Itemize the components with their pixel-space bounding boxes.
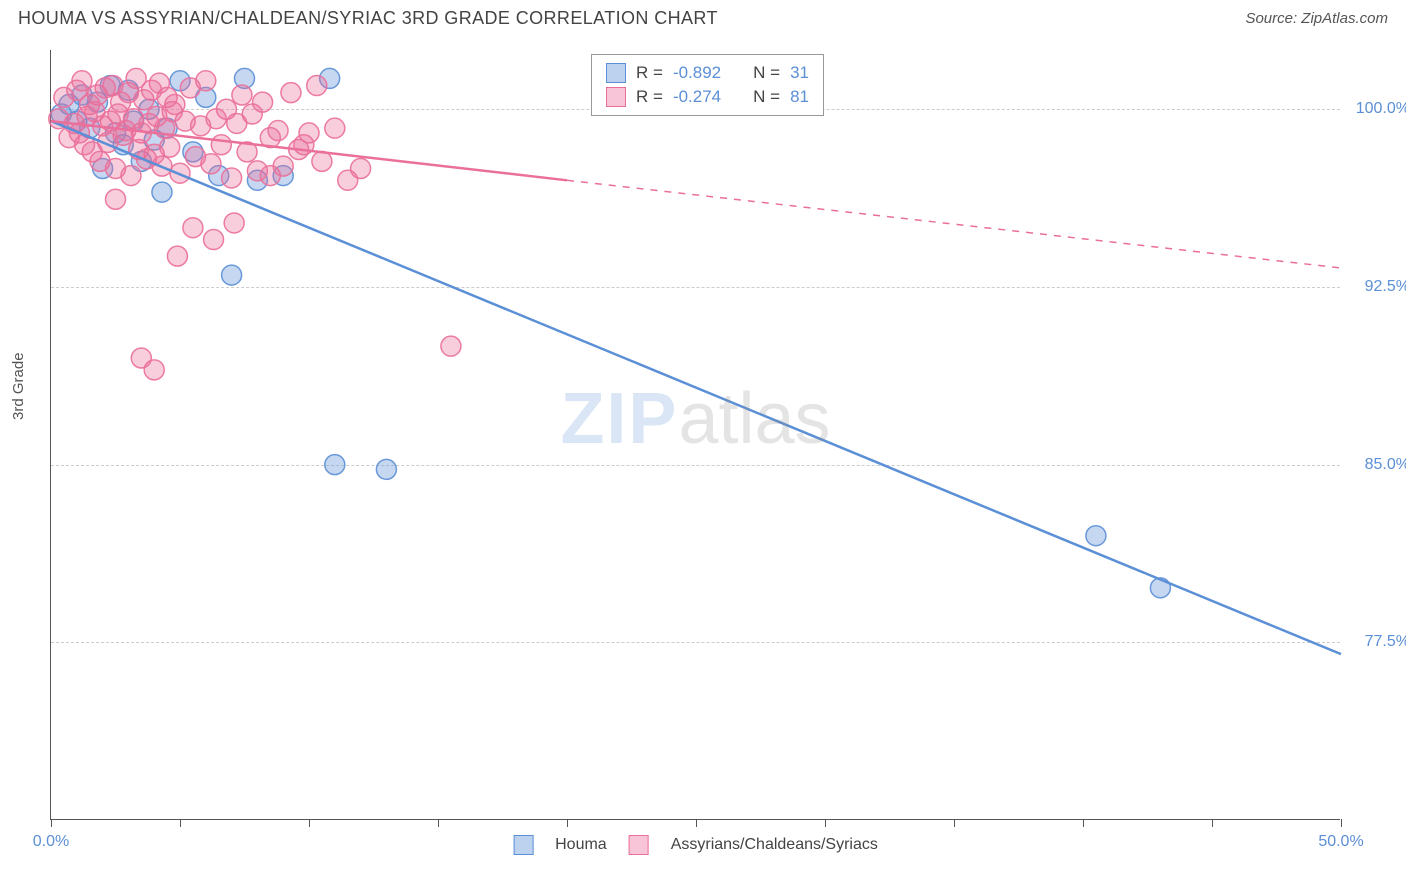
x-tick bbox=[1341, 819, 1342, 827]
x-tick bbox=[567, 819, 568, 827]
r-label: R = bbox=[636, 63, 663, 83]
bottom-legend: Houma Assyrians/Chaldeans/Syriacs bbox=[513, 835, 878, 855]
chart-title: HOUMA VS ASSYRIAN/CHALDEAN/SYRIAC 3RD GR… bbox=[18, 8, 718, 29]
stats-row-houma: R = -0.892 N = 31 bbox=[606, 61, 809, 85]
x-tick bbox=[954, 819, 955, 827]
legend-swatch-houma bbox=[513, 835, 533, 855]
x-tick bbox=[309, 819, 310, 827]
y-tick-label: 77.5% bbox=[1345, 633, 1406, 651]
legend-label-houma: Houma bbox=[555, 836, 607, 854]
y-tick-label: 92.5% bbox=[1345, 278, 1406, 296]
n-label: N = bbox=[753, 87, 780, 107]
r-value-houma: -0.892 bbox=[673, 63, 721, 83]
source-label: Source: ZipAtlas.com bbox=[1245, 10, 1388, 27]
stats-row-acs: R = -0.274 N = 81 bbox=[606, 85, 809, 109]
x-tick bbox=[696, 819, 697, 827]
x-tick bbox=[825, 819, 826, 827]
r-value-acs: -0.274 bbox=[673, 87, 721, 107]
x-tick bbox=[180, 819, 181, 827]
plot-svg bbox=[51, 50, 1340, 819]
legend-label-acs: Assyrians/Chaldeans/Syriacs bbox=[671, 836, 878, 854]
x-tick bbox=[1212, 819, 1213, 827]
x-tick bbox=[1083, 819, 1084, 827]
y-tick-label: 85.0% bbox=[1345, 456, 1406, 474]
n-value-houma: 31 bbox=[790, 63, 809, 83]
chart-area: ZIPatlas R = -0.892 N = 31 R = -0.274 N … bbox=[50, 50, 1340, 820]
swatch-houma bbox=[606, 63, 626, 83]
y-tick-label: 100.0% bbox=[1345, 100, 1406, 118]
n-value-acs: 81 bbox=[790, 87, 809, 107]
n-label: N = bbox=[753, 63, 780, 83]
x-tick bbox=[51, 819, 52, 827]
x-tick-label: 50.0% bbox=[1318, 833, 1363, 851]
r-label: R = bbox=[636, 87, 663, 107]
x-tick-label: 0.0% bbox=[33, 833, 69, 851]
y-axis-label: 3rd Grade bbox=[10, 352, 27, 420]
legend-swatch-acs bbox=[629, 835, 649, 855]
swatch-acs bbox=[606, 87, 626, 107]
x-tick bbox=[438, 819, 439, 827]
stats-legend: R = -0.892 N = 31 R = -0.274 N = 81 bbox=[591, 54, 824, 116]
